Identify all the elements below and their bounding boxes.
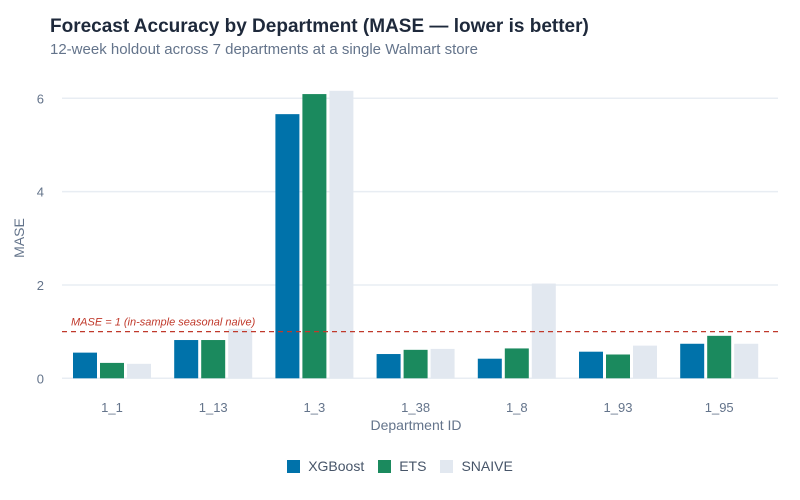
bar-xgboost-1_93 <box>579 351 603 379</box>
bar-xgboost-1_38 <box>376 354 401 379</box>
y-tick-label: 2 <box>37 278 44 293</box>
legend-item-ets[interactable]: ETS <box>378 458 426 474</box>
bar-snaive-1_1 <box>127 363 151 379</box>
y-axis-label: MASE <box>11 218 27 258</box>
x-tick-label: 1_1 <box>101 400 123 415</box>
x-tick-label: 1_38 <box>401 400 430 415</box>
legend-item-snaive[interactable]: SNAIVE <box>440 458 513 474</box>
bar-ets-1_8 <box>504 348 529 379</box>
bar-snaive-1_93 <box>633 345 657 379</box>
x-tick-label: 1_13 <box>199 400 228 415</box>
bar-xgboost-1_8 <box>477 358 502 379</box>
chart-subtitle: 12-week holdout across 7 departments at … <box>50 41 478 58</box>
bar-snaive-1_38 <box>430 348 455 379</box>
legend-swatch <box>287 459 301 473</box>
legend-label: ETS <box>399 458 427 474</box>
x-tick-label: 1_95 <box>705 400 734 415</box>
bar-xgboost-1_95 <box>680 343 705 379</box>
x-tick-label: 1_8 <box>506 400 528 415</box>
y-tick-label: 4 <box>37 185 44 200</box>
bar-ets-1_38 <box>403 349 428 379</box>
bar-xgboost-1_13 <box>174 340 199 379</box>
legend-swatch <box>378 459 392 473</box>
y-tick-label: 6 <box>37 91 44 106</box>
bar-ets-1_95 <box>707 335 732 379</box>
bar-snaive-1_3 <box>329 90 354 379</box>
legend-item-xgboost[interactable]: XGBoost <box>287 458 364 474</box>
bar-xgboost-1_1 <box>73 352 97 379</box>
reference-line-label: MASE = 1 (in-sample seasonal naive) <box>71 317 256 329</box>
y-tick-label: 0 <box>37 371 44 386</box>
bar-ets-1_13 <box>201 340 226 379</box>
bar-snaive-1_95 <box>734 343 759 379</box>
bar-ets-1_1 <box>100 362 124 379</box>
x-axis-label: Department ID <box>370 417 461 433</box>
legend: XGBoost ETS SNAIVE <box>0 458 800 474</box>
bar-snaive-1_8 <box>531 283 556 379</box>
bar-xgboost-1_3 <box>275 114 300 379</box>
bar-ets-1_93 <box>606 354 630 379</box>
legend-swatch <box>440 459 454 473</box>
legend-label: XGBoost <box>308 458 365 474</box>
legend-label: SNAIVE <box>461 458 513 474</box>
x-tick-label: 1_93 <box>604 400 633 415</box>
x-tick-label: 1_3 <box>304 400 326 415</box>
bar-snaive-1_13 <box>228 328 253 379</box>
chart-title: Forecast Accuracy by Department (MASE — … <box>50 16 589 37</box>
bar-ets-1_3 <box>302 94 327 379</box>
